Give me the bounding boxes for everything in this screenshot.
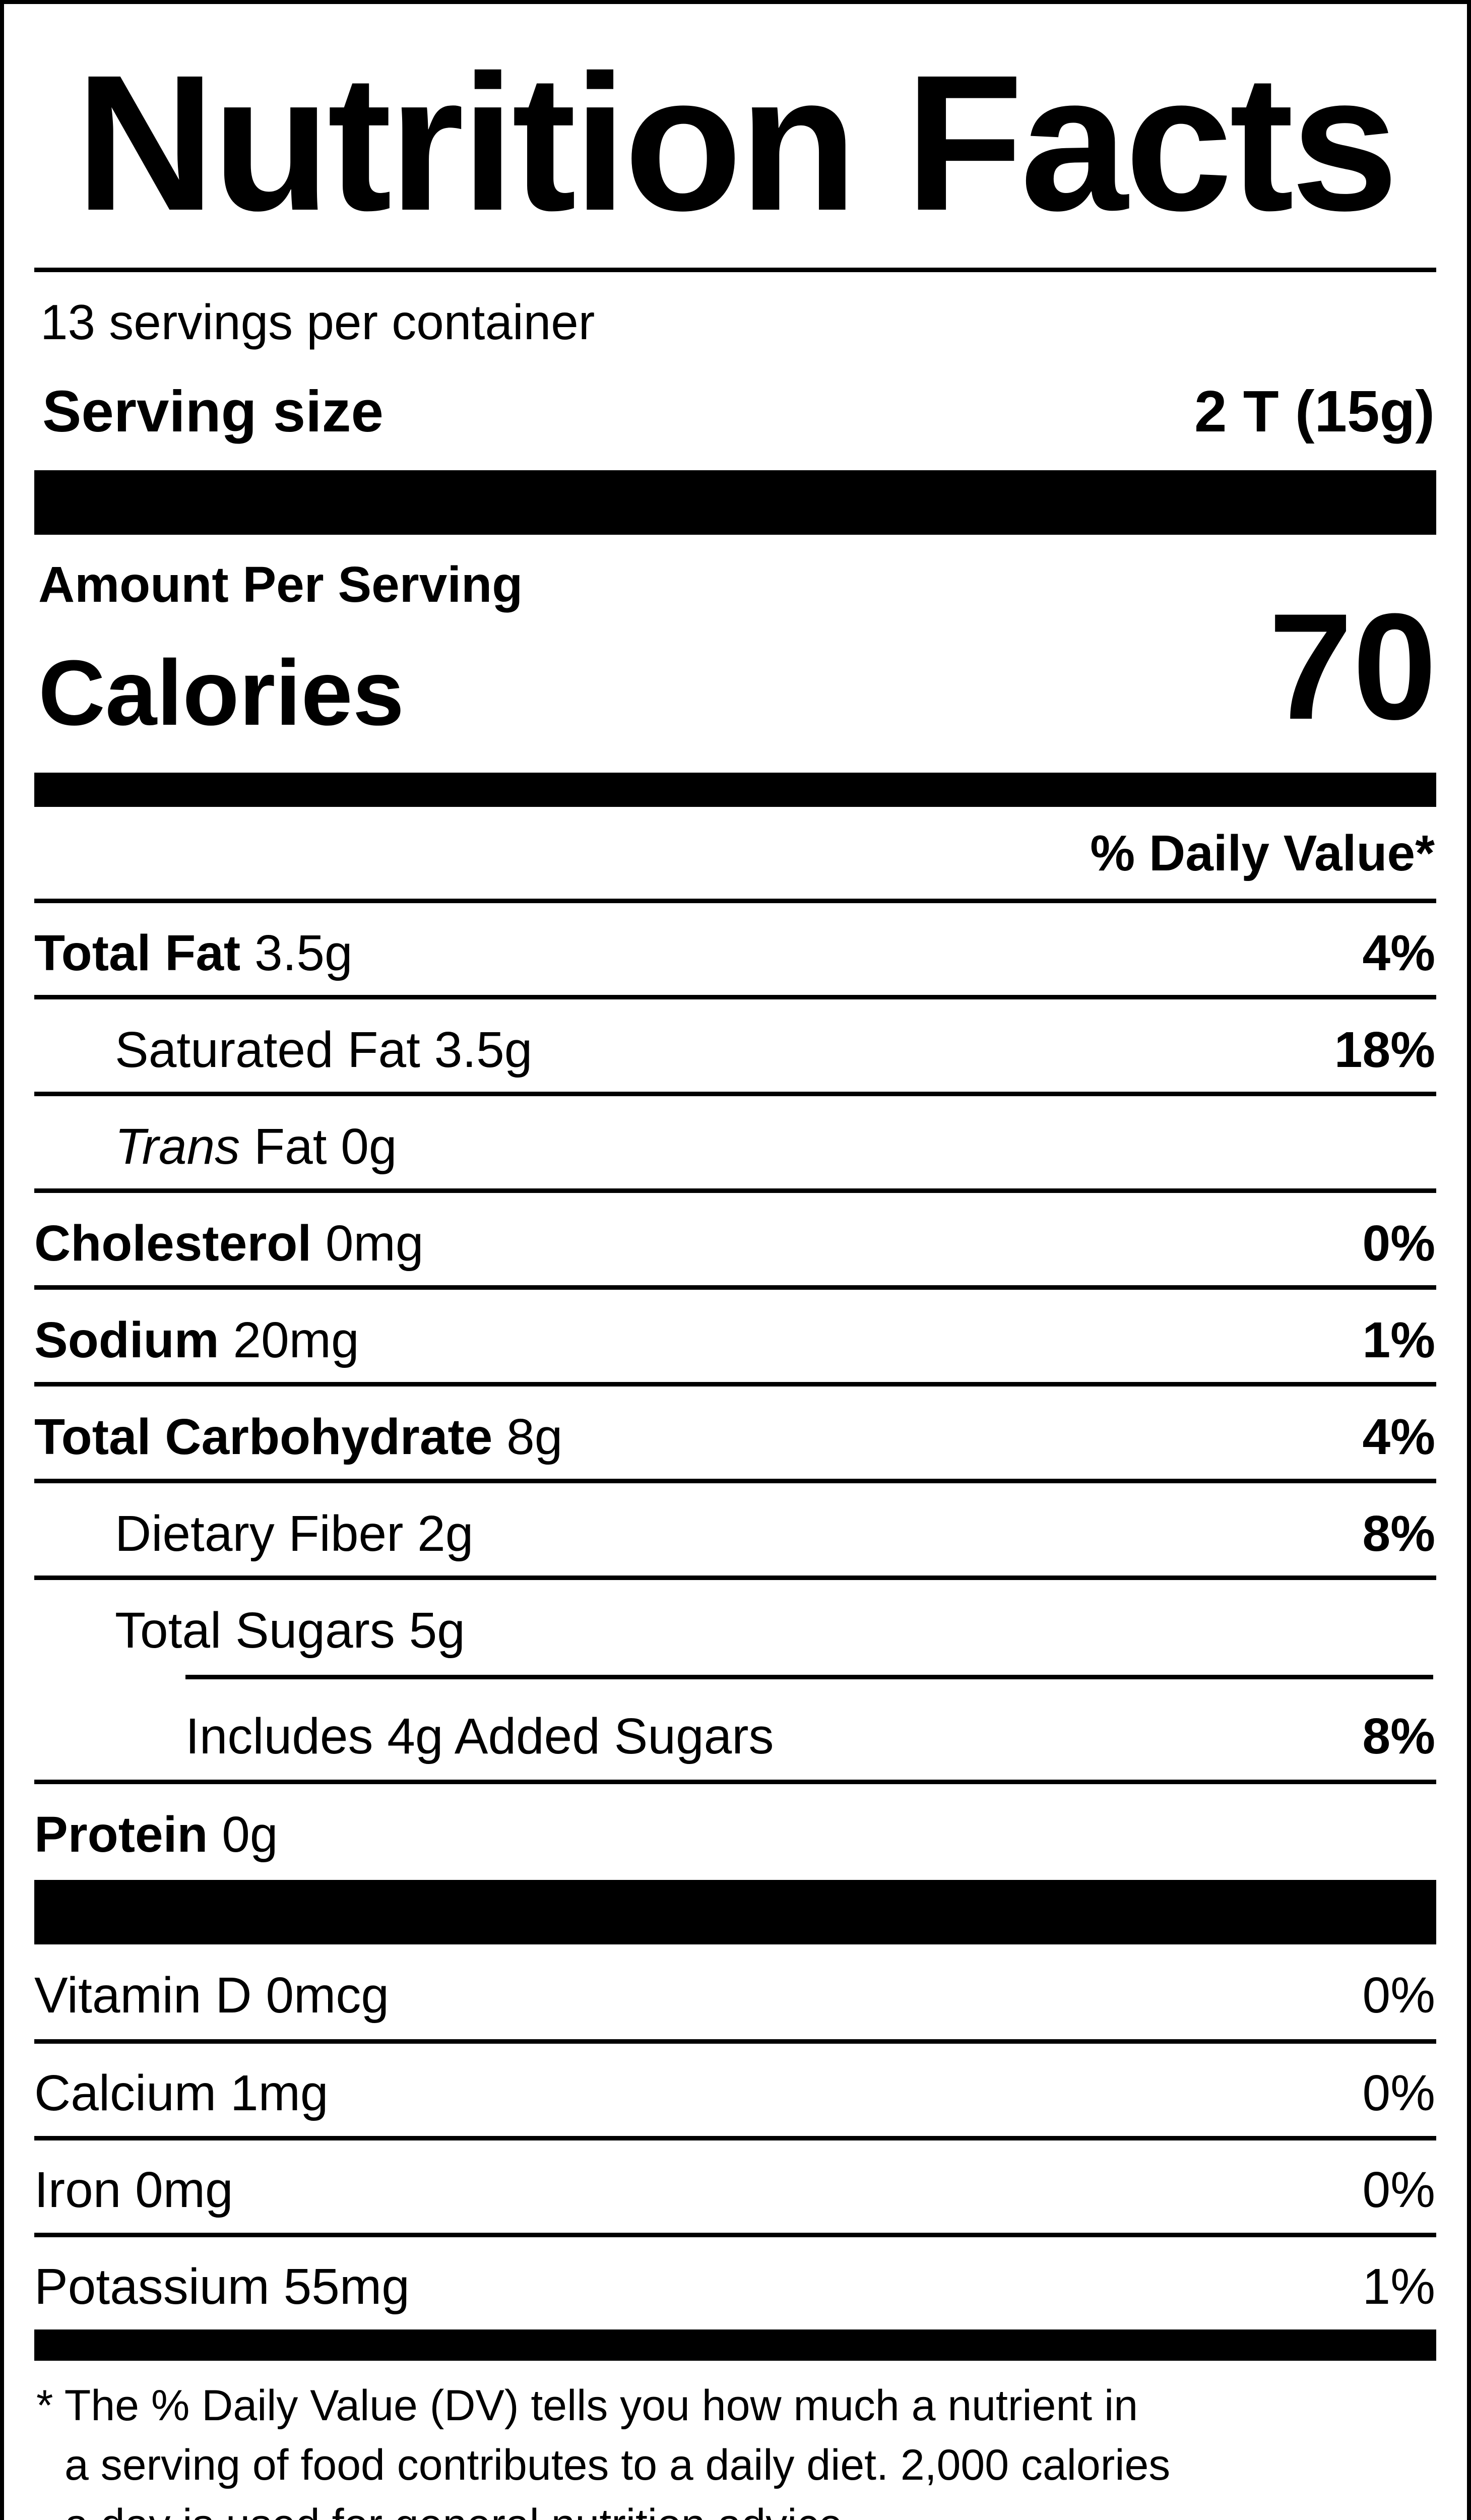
footnote-line-3: a day is used for general nutrition advi… — [65, 2503, 855, 2520]
vitamin-amount: 0mg — [135, 2162, 233, 2218]
nutrient-row-trans-fat: Trans Fat 0g — [34, 1109, 1435, 1184]
nutrient-dv: 4% — [1362, 1409, 1435, 1465]
nutrient-dv: 1% — [1362, 1312, 1435, 1368]
nutrient-amount: 2g — [417, 1505, 474, 1562]
footnote-line-2: a serving of food contributes to a daily… — [65, 2441, 1171, 2489]
nutrient-dv: 4% — [1362, 925, 1435, 981]
row-divider — [34, 1382, 1436, 1387]
row-divider — [34, 1576, 1436, 1580]
vitamin-amount: 1mg — [230, 2065, 329, 2121]
vitamin-dv: 0% — [1362, 2162, 1435, 2218]
nutrient-amount: 8g — [506, 1409, 563, 1465]
vitamin-name: Calcium — [34, 2065, 217, 2121]
nutrient-name: Dietary Fiber — [115, 1505, 404, 1562]
row-divider — [34, 1188, 1436, 1193]
nutrient-row-total-fat: Total Fat 3.5g 4% — [34, 915, 1435, 991]
row-divider — [34, 899, 1436, 903]
thick-divider-serving — [34, 470, 1436, 535]
nutrient-row-added-sugars: Includes 4g Added Sugars 8% — [34, 1698, 1435, 1774]
footnote-divider — [34, 2329, 1436, 2361]
nutrient-name: Cholesterol — [34, 1215, 312, 1272]
row-divider — [34, 1780, 1436, 1784]
vitamin-dv: 1% — [1362, 2258, 1435, 2315]
vitamin-row-calcium: Calcium 1mg 0% — [34, 2055, 1435, 2131]
nutrient-name-italic: Trans — [115, 1118, 240, 1175]
nutrient-amount: 0g — [341, 1118, 397, 1175]
nutrient-name: Total Sugars — [115, 1602, 395, 1659]
amount-per-serving: Amount Per Serving — [38, 556, 523, 613]
vitamin-row-vitamin-d: Vitamin D 0mcg 0% — [34, 1958, 1435, 2033]
nutrient-amount: 5g — [409, 1602, 465, 1659]
nutrient-amount: 0mg — [325, 1215, 424, 1272]
nutrient-row-cholesterol: Cholesterol 0mg 0% — [34, 1206, 1435, 1281]
nutrient-row-sodium: Sodium 20mg 1% — [34, 1302, 1435, 1378]
serving-size-label: Serving size — [42, 379, 383, 444]
row-divider — [34, 2136, 1436, 2140]
nutrient-row-protein: Protein 0g — [34, 1797, 1435, 1872]
row-divider — [34, 2039, 1436, 2044]
row-divider — [34, 995, 1436, 999]
added-sugars-divider — [185, 1675, 1433, 1679]
nutrient-row-dietary-fiber: Dietary Fiber 2g 8% — [34, 1496, 1435, 1571]
nutrient-row-saturated-fat: Saturated Fat 3.5g 18% — [34, 1012, 1435, 1088]
nutrient-amount: 20mg — [233, 1312, 359, 1368]
nutrient-name: Total Fat — [34, 925, 241, 981]
nutrient-dv: 0% — [1362, 1215, 1435, 1272]
row-divider — [34, 1479, 1436, 1483]
row-divider — [34, 1092, 1436, 1096]
nutrient-dv: 18% — [1334, 1022, 1435, 1078]
serving-size-value: 2 T (15g) — [1194, 379, 1435, 444]
row-divider — [34, 1285, 1436, 1290]
vitamin-name: Potassium — [34, 2258, 270, 2315]
nutrient-amount: 3.5g — [434, 1022, 533, 1078]
calories-value: 70 — [1268, 582, 1437, 751]
footnote-line-1: * The % Daily Value (DV) tells you how m… — [36, 2381, 1138, 2430]
nutrient-dv: 8% — [1362, 1505, 1435, 1562]
nutrient-name: Protein — [34, 1806, 208, 1863]
vitamin-row-iron: Iron 0mg 0% — [34, 2152, 1435, 2228]
nutrient-amount: 0g — [222, 1806, 278, 1863]
nutrient-name: Saturated Fat — [115, 1022, 420, 1078]
vitamin-amount: 0mcg — [266, 1967, 389, 2024]
vitamin-amount: 55mg — [283, 2258, 410, 2315]
nutrient-amount: 3.5g — [254, 925, 353, 981]
label-title: Nutrition Facts — [75, 35, 1398, 251]
nutrient-row-total-sugars: Total Sugars 5g — [34, 1593, 1435, 1668]
row-divider — [34, 2233, 1436, 2237]
vitamin-row-potassium: Potassium 55mg 1% — [34, 2249, 1435, 2324]
vitamin-name: Vitamin D — [34, 1967, 252, 2024]
servings-per-container: 13 servings per container — [40, 294, 595, 350]
vitamin-name: Iron — [34, 2162, 121, 2218]
calories-label: Calories — [38, 641, 405, 744]
nutrient-dv: 8% — [1362, 1708, 1435, 1765]
daily-value-header: % Daily Value* — [1090, 825, 1435, 881]
medium-divider-calories — [34, 773, 1436, 807]
thick-divider-vitamins — [34, 1880, 1436, 1944]
nutrient-name: Sodium — [34, 1312, 219, 1368]
vitamin-dv: 0% — [1362, 2065, 1435, 2121]
nutrient-name: Fat — [254, 1118, 327, 1175]
title-divider — [34, 268, 1436, 272]
nutrient-name: Includes 4g Added Sugars — [185, 1708, 774, 1765]
nutrient-row-total-carbohydrate: Total Carbohydrate 8g 4% — [34, 1399, 1435, 1475]
nutrient-name: Total Carbohydrate — [34, 1409, 493, 1465]
vitamin-dv: 0% — [1362, 1967, 1435, 2024]
